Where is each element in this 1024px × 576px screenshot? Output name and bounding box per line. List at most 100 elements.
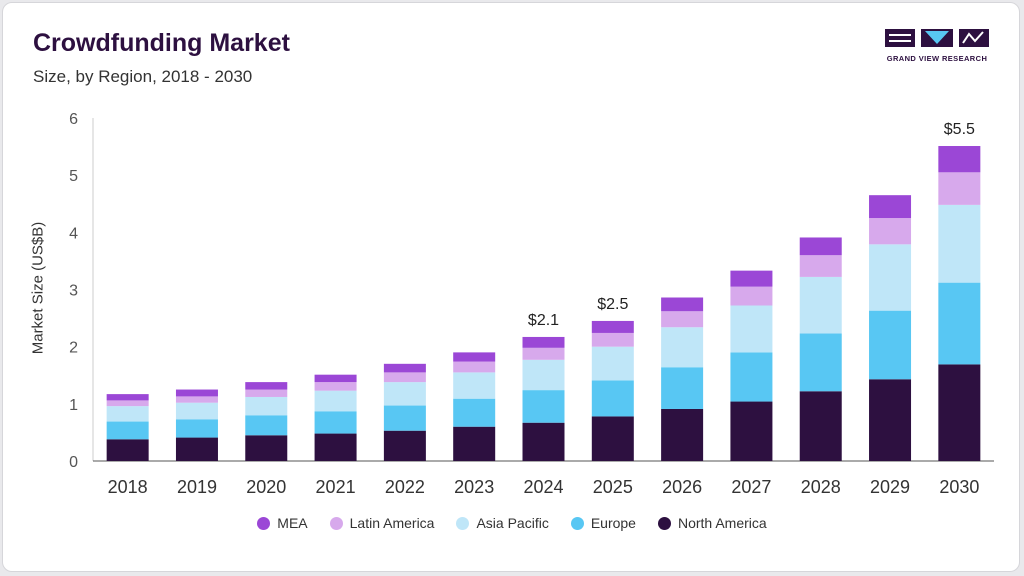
bar-segment-europe [938,282,981,365]
bar-segment-asia-pacific [383,382,426,406]
bar-segment-latin-america [383,372,426,383]
bar-segment-latin-america [106,400,149,407]
bar-segment-north-america [799,391,842,461]
bar-segment-north-america [661,408,704,461]
x-tick-label: 2018 [108,477,148,497]
x-tick-label: 2022 [385,477,425,497]
legend-item: MEA [257,515,308,531]
logo-text: GRAND VIEW RESEARCH [886,54,988,63]
bar-segment-latin-america [175,396,218,403]
x-tick-label: 2021 [316,477,356,497]
legend-label: North America [677,515,767,531]
bar-segment-europe [453,398,496,427]
chart-legend: MEA Latin America Asia Pacific Europe North … [0,515,1024,531]
x-tick-label: 2028 [801,477,841,497]
bar-segment-mea [869,195,912,219]
chart-title: Crowdfunding Market [33,29,290,57]
bar-segment-latin-america [869,218,912,245]
x-tick-label: 2030 [939,477,979,497]
x-tick-label: 2020 [246,477,286,497]
data-label: $2.1 [528,312,559,329]
x-tick-label: 2029 [870,477,910,497]
bar-segment-latin-america [453,361,496,373]
bar-segment-europe [522,390,565,423]
bar-segment-north-america [106,439,149,461]
bar-segment-asia-pacific [106,406,149,422]
x-tick-label: 2027 [731,477,771,497]
bar-segment-europe [799,333,842,392]
bar-segment-mea [938,146,981,173]
legend-label: Asia Pacific [476,515,549,531]
bar-segment-mea [245,382,288,390]
bar-segment-asia-pacific [869,244,912,311]
bar-segment-asia-pacific [245,396,288,416]
bar-segment-latin-america [591,332,634,347]
bar-segment-mea [730,270,773,287]
bar-segment-latin-america [938,172,981,205]
bar-segment-latin-america [799,255,842,277]
bar-segment-asia-pacific [175,402,218,420]
x-tick-label: 2019 [177,477,217,497]
grand-view-research-logo: GRAND VIEW RESEARCH [885,29,989,65]
bar-segment-asia-pacific [453,372,496,399]
bar-segment-north-america [175,437,218,461]
bar-segment-north-america [869,379,912,461]
bar-segment-europe [591,380,634,417]
bar-segment-north-america [522,422,565,461]
legend-swatch [329,516,343,530]
bar-segment-asia-pacific [730,305,773,353]
bar-segment-asia-pacific [661,327,704,368]
legend-item: Asia Pacific [456,515,549,531]
y-tick-label: 6 [69,111,78,128]
y-tick-label: 5 [69,168,78,185]
bar-segment-europe [175,419,218,438]
bar-segment-north-america [938,364,981,461]
bar-segment-europe [106,421,149,440]
bar-segment-europe [383,405,426,431]
bar-segment-latin-america [314,382,357,391]
bar-segment-latin-america [730,286,773,306]
data-label: $5.5 [944,121,975,138]
bar-segment-asia-pacific [314,390,357,412]
bar-segment-mea [591,320,634,333]
logo-mark-icon [885,29,989,47]
bar-segment-europe [314,411,357,434]
bar-segment-europe [661,367,704,409]
bar-segment-europe [730,352,773,402]
y-tick-label: 2 [69,340,78,357]
bar-segment-asia-pacific [799,276,842,334]
legend-label: Europe [590,515,636,531]
bar-segment-north-america [245,435,288,461]
legend-swatch [570,516,584,530]
legend-swatch [657,516,671,530]
bar-segment-europe [869,310,912,380]
bar-segment-mea [175,389,218,397]
bar-segment-mea [799,237,842,256]
y-tick-label: 1 [69,397,78,414]
bar-segment-mea [314,374,357,383]
legend-item: North America [657,515,767,531]
x-tick-label: 2024 [523,477,563,497]
bar-segment-asia-pacific [938,204,981,283]
x-tick-label: 2023 [454,477,494,497]
legend-item: Latin America [329,515,435,531]
bar-segment-mea [522,336,565,348]
y-tick-label: 0 [69,454,78,471]
legend-item: Europe [570,515,636,531]
bar-segment-north-america [314,433,357,461]
bar-segment-mea [106,394,149,401]
x-tick-label: 2025 [593,477,633,497]
chart-subtitle: Size, by Region, 2018 - 2030 [33,67,253,86]
legend-swatch [257,516,271,530]
bar-segment-north-america [730,401,773,461]
bar-segment-europe [245,415,288,436]
bar-segment-latin-america [245,389,288,397]
legend-label: Latin America [349,515,435,531]
bar-segment-latin-america [522,347,565,360]
legend-swatch [456,516,470,530]
bar-segment-latin-america [661,311,704,328]
bar-segment-mea [383,363,426,373]
y-tick-label: 4 [69,225,78,242]
